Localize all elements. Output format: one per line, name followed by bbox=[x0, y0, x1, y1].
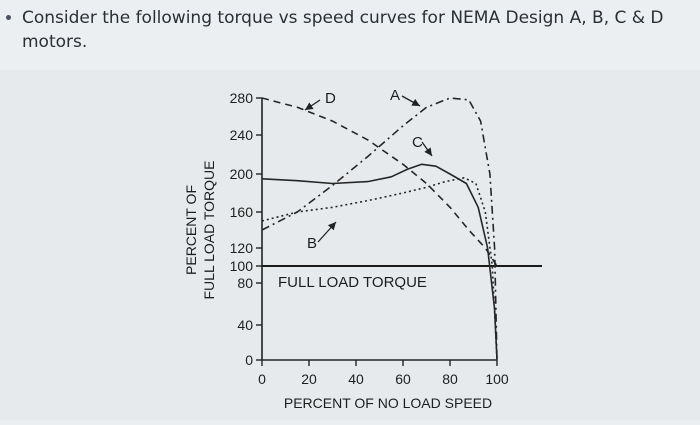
bullet-icon bbox=[6, 15, 11, 20]
y-tick-label: 200 bbox=[230, 166, 254, 182]
curve-d bbox=[261, 97, 498, 267]
curve-label-a: A bbox=[390, 87, 400, 104]
x-axis-title: PERCENT OF NO LOAD SPEED bbox=[284, 395, 492, 411]
curve-label-b: B bbox=[307, 235, 317, 252]
full-load-torque-label: FULL LOAD TORQUE bbox=[278, 274, 427, 291]
x-tick-label: 40 bbox=[348, 371, 364, 387]
curve-a bbox=[261, 97, 498, 361]
curve-arrow-d bbox=[304, 99, 321, 111]
curve-b bbox=[261, 177, 498, 361]
curve-arrow-c bbox=[421, 141, 433, 157]
chart-photo: 0 40 80 100 120 160 200 240 280 0 20 40 60 80 100 PERC… bbox=[0, 70, 700, 420]
x-tick-label: 0 bbox=[258, 371, 266, 387]
y-tick-label: 100 bbox=[230, 258, 254, 274]
question-text: Consider the following torque vs speed c… bbox=[22, 8, 664, 52]
curve-label-d: D bbox=[325, 90, 336, 107]
y-axis-title-line1: PERCENT OF bbox=[183, 185, 199, 275]
x-tick-label: 20 bbox=[301, 371, 317, 387]
curve-arrow-a bbox=[401, 95, 421, 107]
curve-label-c: C bbox=[412, 134, 423, 151]
y-tick-label: 280 bbox=[230, 90, 254, 106]
y-tick-label: 240 bbox=[230, 127, 254, 143]
curve-c bbox=[261, 163, 498, 361]
y-tick-label: 0 bbox=[245, 352, 253, 368]
y-axis-title-line2: FULL LOAD TORQUE bbox=[201, 160, 217, 299]
curve-arrow-b bbox=[317, 221, 337, 243]
x-tick-label: 100 bbox=[485, 371, 509, 387]
curves bbox=[261, 97, 498, 361]
x-tick-label: 60 bbox=[395, 371, 411, 387]
x-tick-label: 80 bbox=[442, 371, 458, 387]
y-tick-label: 120 bbox=[230, 240, 254, 256]
y-tick-label: 160 bbox=[230, 204, 254, 220]
y-tick-label: 80 bbox=[237, 275, 253, 291]
y-tick-label: 40 bbox=[237, 317, 253, 333]
